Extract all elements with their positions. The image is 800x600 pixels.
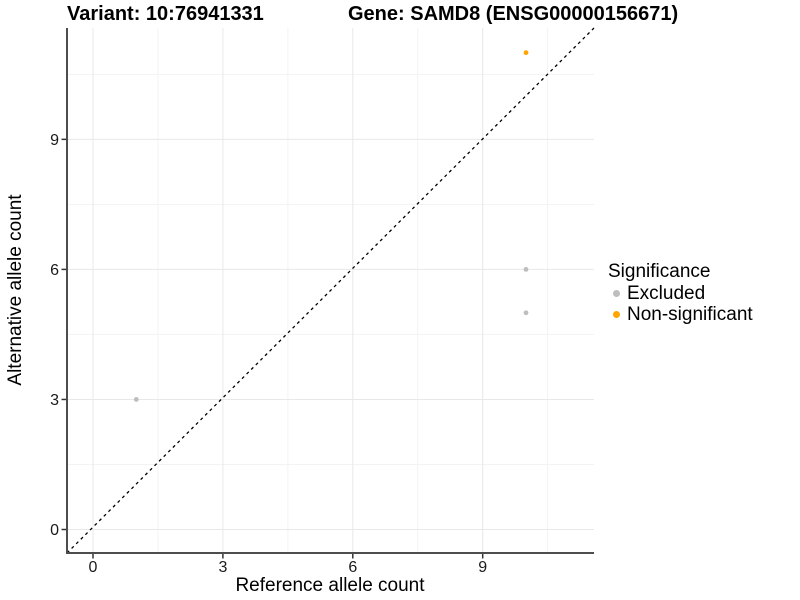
x-tick-label: 3 [218, 559, 227, 576]
data-point [523, 267, 529, 272]
data-point [133, 397, 139, 402]
legend-title: Significance [608, 261, 711, 282]
legend-item-non-significant: Non-significant [608, 304, 753, 325]
y-tick-label: 3 [50, 392, 59, 409]
variant-title: Variant: 10:76941331 [67, 3, 264, 25]
x-axis-title: Reference allele count [235, 575, 425, 596]
legend-label-excluded: Excluded [627, 283, 706, 304]
x-tick-label: 9 [478, 559, 487, 576]
y-axis-title: Alternative allele count [5, 194, 26, 386]
x-tick-label: 6 [348, 559, 357, 576]
data-point [523, 50, 529, 56]
gene-title: Gene: SAMD8 (ENSG00000156671) [348, 3, 679, 25]
non-significant-dot-icon [613, 311, 620, 318]
legend-item-excluded: Excluded [608, 283, 753, 304]
y-tick-label: 0 [50, 522, 59, 539]
legend: Significance Excluded Non-significant [608, 261, 753, 325]
y-tick-label: 9 [50, 132, 59, 149]
x-tick-label: 0 [89, 559, 98, 576]
y-tick-label: 6 [50, 262, 59, 279]
data-point [523, 310, 529, 316]
legend-label-non-significant: Non-significant [627, 304, 753, 325]
identity-line [66, 27, 595, 554]
excluded-dot-icon [613, 290, 620, 297]
